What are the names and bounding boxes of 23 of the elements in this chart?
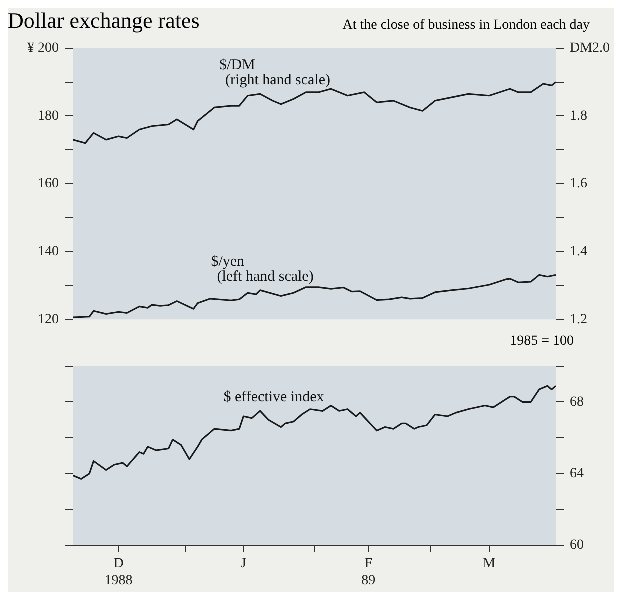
y2-tick-label: 60 [570, 538, 584, 554]
chart-subtitle: At the close of business in London each day [342, 18, 591, 34]
y2-axis-title: 1985 = 100 [509, 334, 575, 351]
y2-tick-label: 1.8 [570, 108, 588, 124]
x-tick-label: J [240, 556, 247, 572]
x-tick-label: D 1988 [104, 556, 133, 588]
y2-tick-label: 1.6 [570, 176, 588, 192]
y2-tick-label: 1.2 [570, 312, 588, 328]
series-label: $ effective index [224, 390, 325, 406]
y2-tick-label: 68 [570, 394, 584, 410]
y-tick-label: ¥ 200 [28, 41, 59, 56]
x-tick-label: M [483, 556, 496, 572]
y2-tick-label: DM2.0 [570, 41, 610, 56]
y-tick-label: 120 [38, 312, 59, 328]
series-label: $/DM (right hand scale) [220, 58, 331, 89]
y2-tick-label: 1.4 [570, 244, 588, 260]
y2-tick-label: 64 [570, 466, 584, 482]
x-tick-label: F 89 [362, 556, 376, 588]
series-label: $/yen (left hand scale) [211, 254, 314, 285]
chart-title: Dollar exchange rates [8, 8, 200, 34]
y-tick-label: 140 [38, 244, 59, 260]
y-tick-label: 160 [38, 176, 59, 192]
y-tick-label: 180 [38, 108, 59, 124]
